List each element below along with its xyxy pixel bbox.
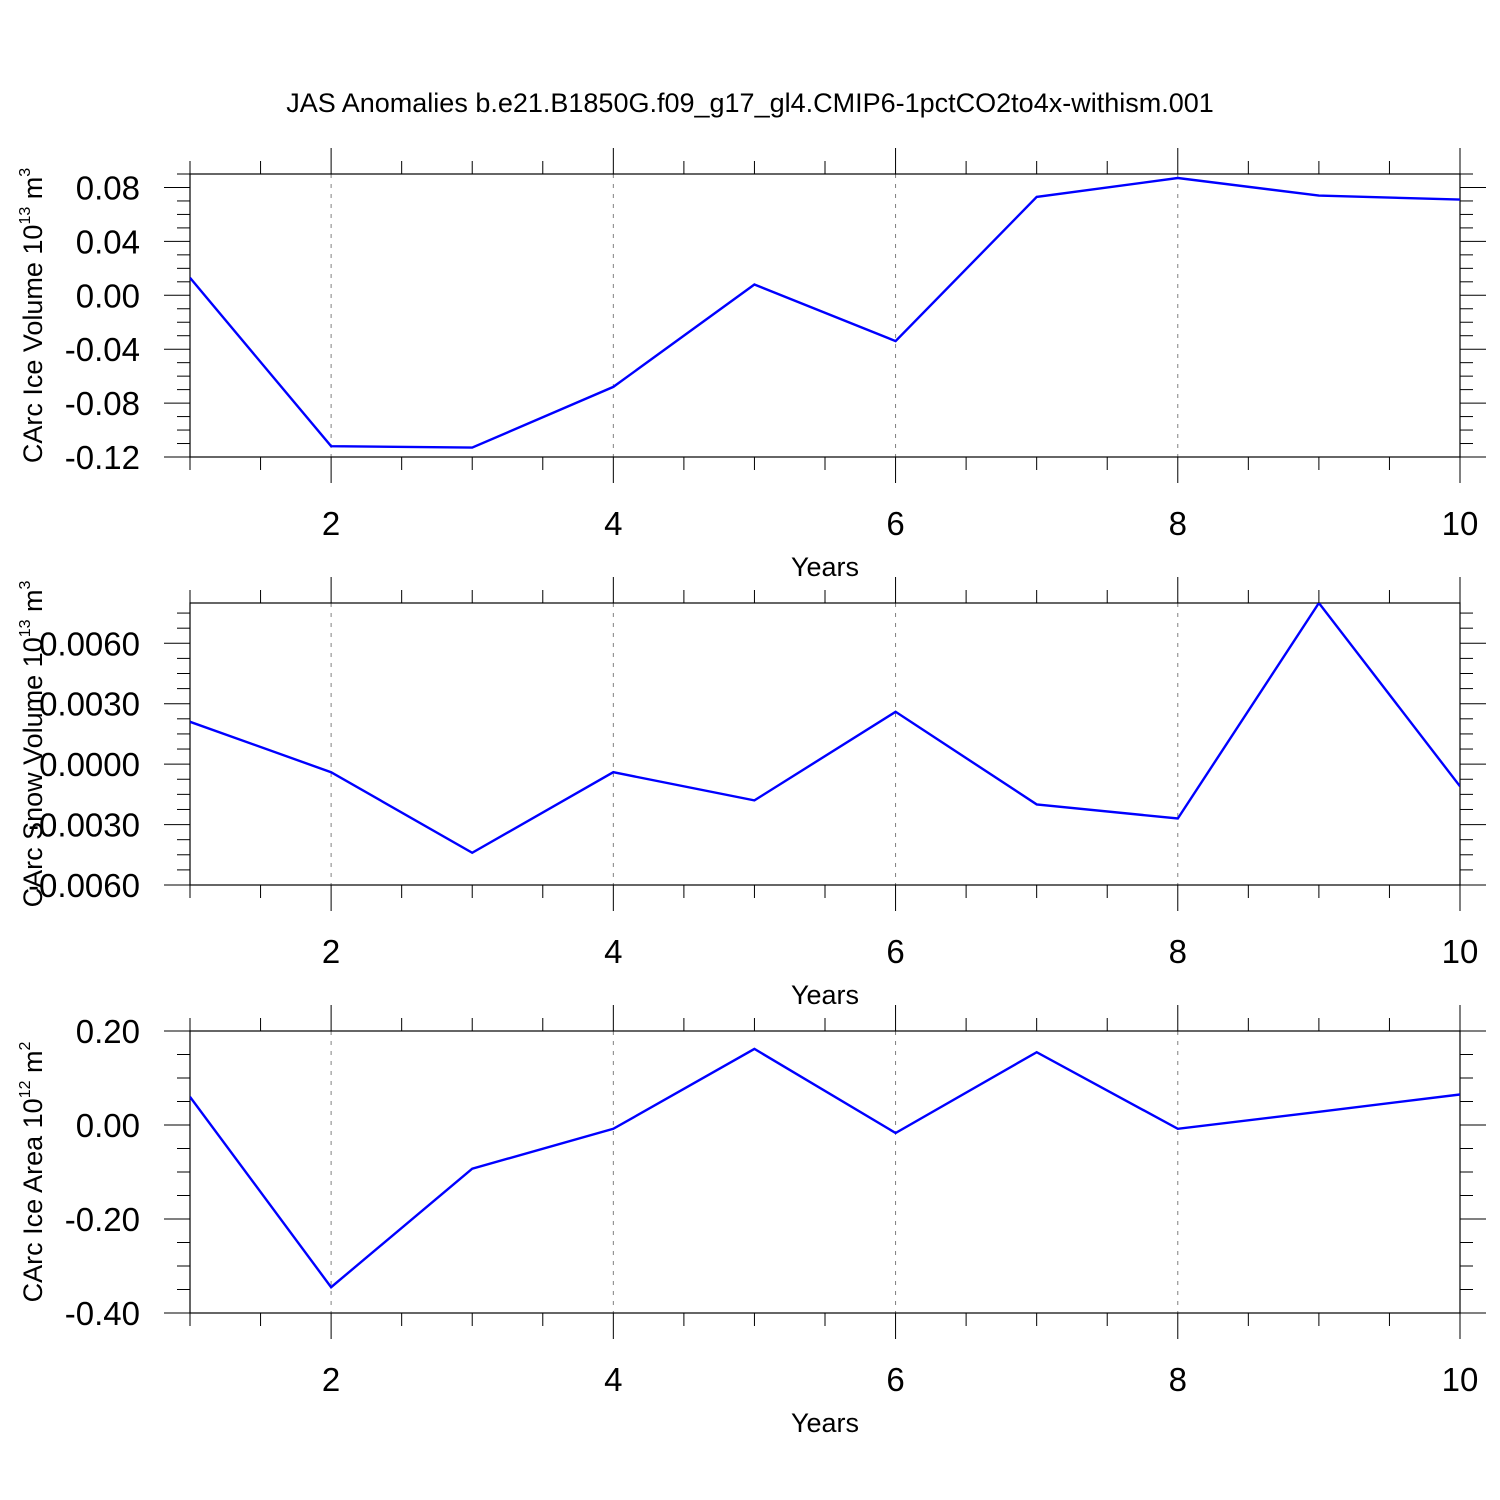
x-tick-label: 10: [1442, 505, 1479, 542]
y-axis-title: CArc Ice Area 1012 m2: [17, 1042, 48, 1303]
x-tick-label: 4: [604, 933, 622, 970]
x-tick-label: 2: [322, 1361, 340, 1398]
x-tick-label: 4: [604, 1361, 622, 1398]
x-axis-title: Years: [791, 1408, 859, 1438]
x-tick-label: 4: [604, 505, 622, 542]
x-tick-label: 8: [1169, 505, 1187, 542]
y-tick-label: 0.00: [76, 1107, 140, 1144]
series-line: [190, 603, 1460, 855]
y-tick-label: 0.04: [76, 223, 140, 260]
plot-frame: [189, 1030, 1461, 1314]
x-tick-label: 2: [322, 933, 340, 970]
y-tick-label: -0.0060: [28, 867, 140, 904]
y-tick-label: 0.08: [76, 169, 140, 206]
y-tick-label: -0.0030: [28, 807, 140, 844]
y-tick-label: -0.08: [65, 385, 140, 422]
y-axis-title: CArc Snow Volume 1013 m3: [17, 580, 48, 907]
y-tick-label: -0.40: [65, 1295, 140, 1332]
y-tick-label: -0.04: [65, 331, 140, 368]
x-tick-label: 6: [886, 933, 904, 970]
x-tick-label: 2: [322, 505, 340, 542]
figure-title: JAS Anomalies b.e21.B1850G.f09_g17_gl4.C…: [286, 88, 1214, 118]
y-tick-label: -0.12: [65, 439, 140, 476]
x-tick-label: 8: [1169, 1361, 1187, 1398]
x-tick-label: 6: [886, 1361, 904, 1398]
series-line: [190, 176, 1460, 449]
x-tick-label: 6: [886, 505, 904, 542]
y-axis-title: CArc Ice Volume 1013 m3: [17, 168, 48, 463]
x-tick-label: 10: [1442, 1361, 1479, 1398]
x-tick-label: 8: [1169, 933, 1187, 970]
plot-frame: [189, 602, 1461, 886]
y-tick-label: 0.0030: [39, 686, 140, 723]
x-tick-label: 10: [1442, 933, 1479, 970]
y-tick-label: 0.20: [76, 1013, 140, 1050]
y-tick-label: -0.20: [65, 1201, 140, 1238]
y-tick-label: 0.0060: [39, 625, 140, 662]
series-line: [190, 1047, 1460, 1289]
chart-panel-1: 0.08 0.04 0.00 -0.04 -0.08 -0.12 2 4 6 8 10 Years CA…: [17, 148, 1486, 582]
x-axis-title: Years: [791, 552, 859, 582]
chart-panel-3: 0.20 0.00 -0.20 -0.40 2 4 6 8 10 Years CArc Ice Ar…: [17, 1005, 1486, 1438]
y-tick-label: 0.0000: [39, 746, 140, 783]
plot-frame: [189, 173, 1461, 458]
y-tick-label: 0.00: [76, 277, 140, 314]
panels: 0.08 0.04 0.00 -0.04 -0.08 -0.12 2 4 6 8 10 Years CA…: [17, 148, 1486, 1438]
chart-panel-2: 0.0060 0.0030 0.0000 -0.0030 -0.0060 2 4 6 8 10 Ye…: [17, 577, 1486, 1010]
x-axis-title: Years: [791, 980, 859, 1010]
